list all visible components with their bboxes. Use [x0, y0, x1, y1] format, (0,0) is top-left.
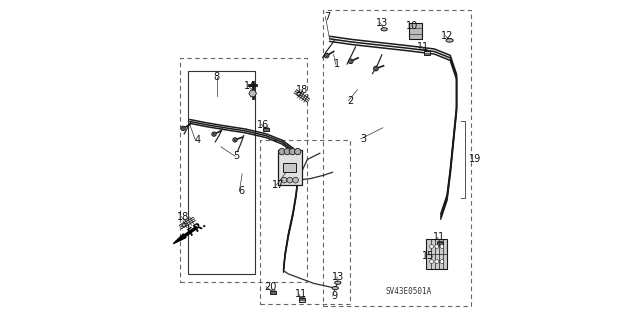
Bar	[278, 150, 301, 185]
Bar	[323, 10, 471, 306]
Text: 8: 8	[214, 72, 220, 82]
Text: 16: 16	[257, 120, 269, 130]
Circle shape	[435, 245, 438, 249]
Bar	[424, 51, 429, 55]
Text: 13: 13	[376, 18, 388, 28]
Text: 4: 4	[195, 136, 201, 145]
Circle shape	[234, 139, 236, 141]
Ellipse shape	[446, 39, 453, 42]
Text: 11: 11	[433, 232, 445, 242]
Circle shape	[278, 148, 285, 155]
Circle shape	[292, 177, 298, 183]
Polygon shape	[297, 92, 301, 96]
Circle shape	[375, 68, 377, 70]
Circle shape	[289, 148, 296, 155]
Bar	[263, 128, 269, 131]
Text: 11: 11	[417, 42, 429, 52]
Bar	[284, 163, 296, 172]
Circle shape	[181, 126, 185, 130]
Text: 17: 17	[272, 180, 284, 190]
Bar	[299, 298, 305, 302]
Text: 15: 15	[422, 251, 434, 261]
Circle shape	[294, 148, 301, 155]
Text: 7: 7	[324, 11, 330, 22]
Text: SV43E0501A: SV43E0501A	[386, 287, 432, 296]
Circle shape	[324, 53, 329, 58]
Polygon shape	[173, 234, 186, 244]
Text: 9: 9	[332, 291, 337, 301]
Text: 18: 18	[177, 212, 189, 222]
Ellipse shape	[381, 28, 387, 31]
Circle shape	[440, 245, 444, 249]
Circle shape	[440, 260, 444, 263]
Text: 10: 10	[406, 21, 418, 31]
Polygon shape	[249, 90, 257, 97]
Circle shape	[212, 132, 216, 136]
Text: 3: 3	[360, 134, 366, 144]
Text: 18: 18	[296, 85, 308, 95]
Text: 11: 11	[295, 289, 307, 300]
Circle shape	[281, 177, 287, 183]
Bar	[437, 242, 443, 245]
Circle shape	[349, 59, 353, 63]
Circle shape	[374, 66, 378, 71]
Circle shape	[182, 127, 184, 129]
Circle shape	[349, 60, 352, 62]
Text: 12: 12	[441, 31, 453, 41]
Bar	[188, 70, 255, 274]
Text: FR.: FR.	[187, 218, 209, 237]
Circle shape	[287, 177, 292, 183]
Text: 6: 6	[238, 186, 244, 196]
Circle shape	[213, 133, 215, 135]
Circle shape	[429, 245, 433, 249]
Text: 13: 13	[332, 272, 344, 282]
Text: 5: 5	[234, 151, 240, 161]
Bar	[260, 140, 350, 304]
Polygon shape	[182, 223, 186, 227]
Bar	[270, 291, 276, 294]
Bar	[409, 23, 422, 39]
Bar	[180, 58, 307, 282]
Bar	[426, 239, 447, 269]
Circle shape	[429, 260, 433, 263]
Text: 2: 2	[347, 96, 353, 106]
Text: 19: 19	[468, 154, 481, 165]
Circle shape	[326, 55, 328, 56]
Text: 20: 20	[264, 282, 277, 292]
Circle shape	[435, 260, 438, 263]
Ellipse shape	[335, 281, 341, 284]
Text: 1: 1	[335, 59, 340, 69]
Circle shape	[233, 138, 237, 142]
Ellipse shape	[332, 286, 339, 290]
Text: 14: 14	[244, 81, 256, 92]
Circle shape	[284, 148, 291, 155]
